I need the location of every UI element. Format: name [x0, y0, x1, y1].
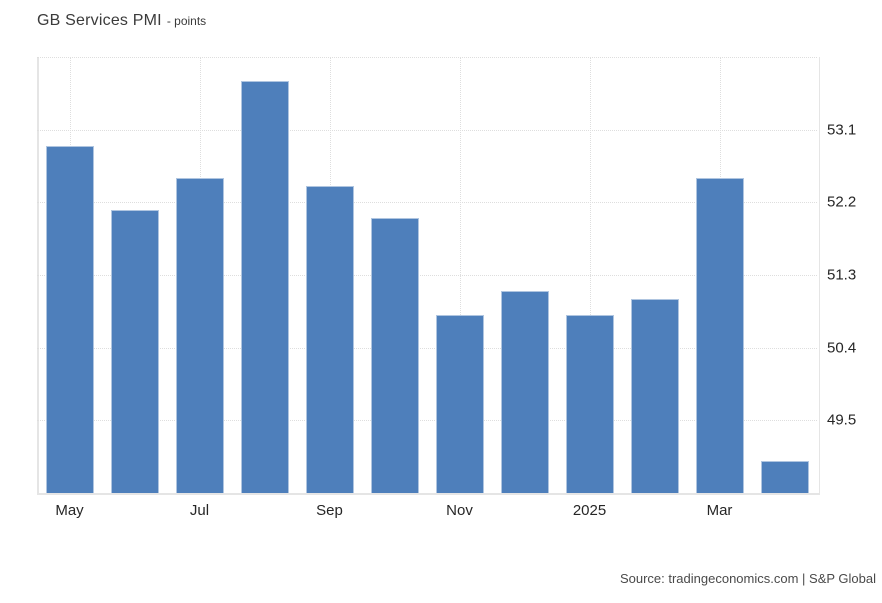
y-axis-label-53-1: 53.1 [827, 121, 857, 139]
source-attribution: Source: tradingeconomics.com | S&P Globa… [619, 571, 876, 586]
bar-aug-2024[interactable] [240, 81, 289, 493]
y-axis-label-51-3: 51.3 [827, 266, 857, 284]
x-axis-label-nov: Nov [446, 502, 473, 519]
bar-may-2024[interactable] [45, 145, 94, 493]
y-axis-label-52-2: 52.2 [827, 193, 857, 211]
chart-title-text: GB Services PMI [37, 12, 162, 29]
x-axis-label-may: May [55, 502, 84, 519]
y-axis-label-50-4: 50.4 [827, 339, 857, 357]
x-axis-label-mar: Mar [706, 502, 733, 519]
x-axis-label-jul: Jul [189, 502, 210, 519]
bar-sep-2024[interactable] [305, 186, 354, 493]
bar-mar-2025[interactable] [695, 178, 744, 493]
bar-nov-2024[interactable] [435, 315, 484, 493]
x-axis-label-2025: 2025 [572, 502, 607, 519]
bar-feb-2025[interactable] [630, 299, 679, 493]
bar-jun-2024[interactable] [110, 210, 159, 493]
plot-area [37, 57, 820, 495]
bar-jul-2024[interactable] [175, 178, 224, 493]
x-axis-label-sep: Sep [316, 502, 343, 519]
bar-dec-2024[interactable] [500, 291, 549, 493]
chart-title-unit: - points [166, 14, 207, 28]
y-axis-label-49-5: 49.5 [827, 411, 857, 429]
bar-apr-2025[interactable] [760, 460, 809, 493]
bar-oct-2024[interactable] [370, 218, 419, 493]
bar-jan-2025[interactable] [565, 315, 614, 493]
chart-title: GB Services PMI - points [37, 12, 206, 30]
